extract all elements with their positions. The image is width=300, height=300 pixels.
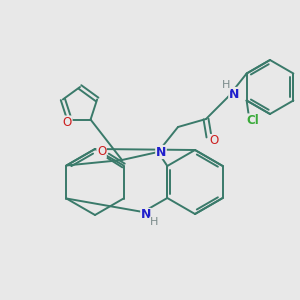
Text: O: O — [63, 116, 72, 129]
Text: O: O — [97, 145, 106, 158]
Text: H: H — [150, 217, 158, 227]
Text: N: N — [229, 88, 239, 100]
Text: N: N — [141, 208, 151, 221]
Text: O: O — [209, 134, 219, 148]
Text: H: H — [222, 80, 230, 90]
Text: Cl: Cl — [246, 114, 259, 127]
Text: N: N — [156, 146, 166, 158]
